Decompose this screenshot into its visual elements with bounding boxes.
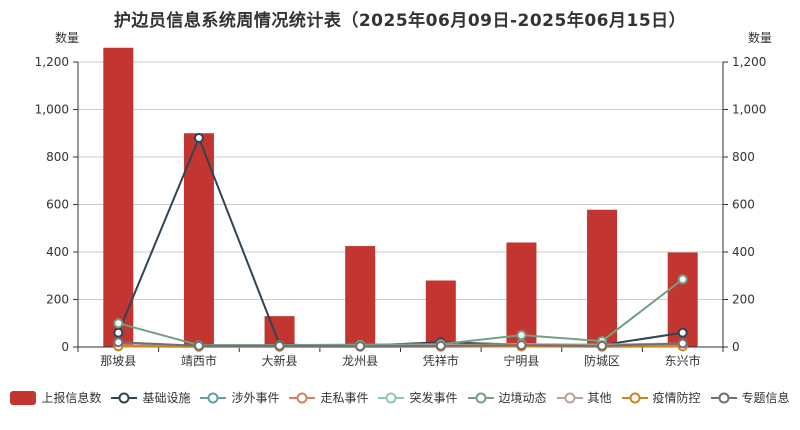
legend-line-marker-icon <box>378 392 405 403</box>
point-专题信息-宁明县 <box>516 340 527 351</box>
point-边境动态-东兴市 <box>677 274 688 285</box>
y-tick-label-left: 1,200 <box>35 55 69 69</box>
legend-line-circle <box>718 392 730 403</box>
x-category-label: 大新县 <box>262 353 298 368</box>
x-category-label: 东兴市 <box>665 353 701 368</box>
legend-item-疫情防控[interactable]: 疫情防控 <box>621 389 701 406</box>
legend-label: 专题信息 <box>741 391 790 405</box>
bar-那坡县 <box>103 47 134 347</box>
y-tick-label-left: 400 <box>46 245 69 259</box>
legend-label: 涉外事件 <box>231 391 280 405</box>
y-tick-label-right: 600 <box>732 198 755 212</box>
legend-line-circle <box>207 392 219 403</box>
x-category-label: 凭祥市 <box>423 353 459 368</box>
y-tick-label-right: 400 <box>732 245 755 259</box>
y-tick-label-right: 1,000 <box>732 103 766 117</box>
point-基础设施-东兴市 <box>677 327 688 338</box>
x-category-label: 龙州县 <box>342 354 378 368</box>
legend-label: 疫情防控 <box>652 391 701 405</box>
point-专题信息-那坡县 <box>113 337 124 348</box>
bar-宁明县 <box>506 242 537 347</box>
y-tick-label-right: 1,200 <box>732 55 766 69</box>
y-tick-label-left: 1,000 <box>35 103 69 117</box>
bar-凭祥市 <box>425 280 456 347</box>
y-tick-label-left: 200 <box>46 293 69 307</box>
legend-label: 其他 <box>587 391 612 405</box>
legend-bar-swatch <box>10 390 37 405</box>
y-tick-label-left: 0 <box>61 340 69 354</box>
legend-item-上报信息数[interactable]: 上报信息数 <box>10 389 101 406</box>
bar-防城区 <box>587 209 618 347</box>
legend: 上报信息数 基础设施 涉外事件 走私事件 突发事件 边境动态 其他 疫情防控 专题信息 <box>0 389 800 406</box>
legend-line-circle <box>385 392 397 403</box>
point-专题信息-大新县 <box>274 340 285 351</box>
legend-item-走私事件[interactable]: 走私事件 <box>289 389 368 406</box>
legend-line-marker-icon <box>200 392 227 403</box>
point-边境动态-宁明县 <box>516 330 527 341</box>
legend-line-marker-icon <box>111 392 138 403</box>
point-专题信息-龙州县 <box>355 341 366 352</box>
legend-bar-marker-icon <box>10 390 37 405</box>
legend-line-circle <box>296 392 308 403</box>
right-axis-name: 数量 <box>747 31 772 45</box>
point-边境动态-那坡县 <box>113 318 124 329</box>
point-专题信息-东兴市 <box>677 338 688 349</box>
legend-item-其他[interactable]: 其他 <box>556 389 612 406</box>
x-category-label: 防城区 <box>584 353 620 368</box>
y-tick-label-right: 0 <box>732 340 740 354</box>
legend-item-基础设施[interactable]: 基础设施 <box>111 389 190 406</box>
point-专题信息-凭祥市 <box>435 340 446 351</box>
legend-label: 边境动态 <box>498 391 547 405</box>
legend-label: 突发事件 <box>409 391 458 405</box>
line-专题信息 <box>118 341 683 348</box>
legend-item-专题信息[interactable]: 专题信息 <box>710 389 790 406</box>
chart-title: 护边员信息系统周情况统计表（2025年06月09日-2025年06月15日） <box>113 11 687 31</box>
x-category-label: 靖西市 <box>181 353 217 368</box>
legend-item-涉外事件[interactable]: 涉外事件 <box>200 389 279 406</box>
plot-area: 0 0 200 200 400 400 600 600 800 800 1,000 1,000 1,20… <box>35 47 766 368</box>
y-tick-label-right: 800 <box>732 150 755 164</box>
point-专题信息-防城区 <box>597 340 608 351</box>
left-axis-name: 数量 <box>55 31 80 45</box>
legend-line-circle <box>475 392 486 403</box>
legend-line-circle <box>629 392 641 403</box>
bar-龙州县 <box>345 246 376 347</box>
x-category-label: 宁明县 <box>503 353 539 368</box>
legend-line-marker-icon <box>621 392 648 403</box>
legend-item-边境动态[interactable]: 边境动态 <box>467 389 547 406</box>
y-tick-label-left: 600 <box>46 198 69 212</box>
point-基础设施-靖西市 <box>193 133 204 143</box>
point-专题信息-靖西市 <box>193 340 204 351</box>
legend-line-circle <box>118 392 130 403</box>
legend-line-marker-icon <box>289 392 316 403</box>
legend-line-circle <box>564 392 576 403</box>
y-tick-label-right: 200 <box>732 293 755 307</box>
legend-label: 走私事件 <box>320 391 369 405</box>
bar-靖西市 <box>183 133 214 347</box>
legend-label: 上报信息数 <box>41 391 102 405</box>
y-tick-label-left: 800 <box>46 150 69 164</box>
legend-label: 基础设施 <box>142 391 191 405</box>
x-category-label: 那坡县 <box>100 354 136 368</box>
legend-item-突发事件[interactable]: 突发事件 <box>378 389 458 406</box>
legend-line-marker-icon <box>710 392 737 403</box>
point-基础设施-那坡县 <box>113 327 124 338</box>
legend-line-marker-icon <box>467 392 494 403</box>
legend-line-marker-icon <box>556 392 583 403</box>
